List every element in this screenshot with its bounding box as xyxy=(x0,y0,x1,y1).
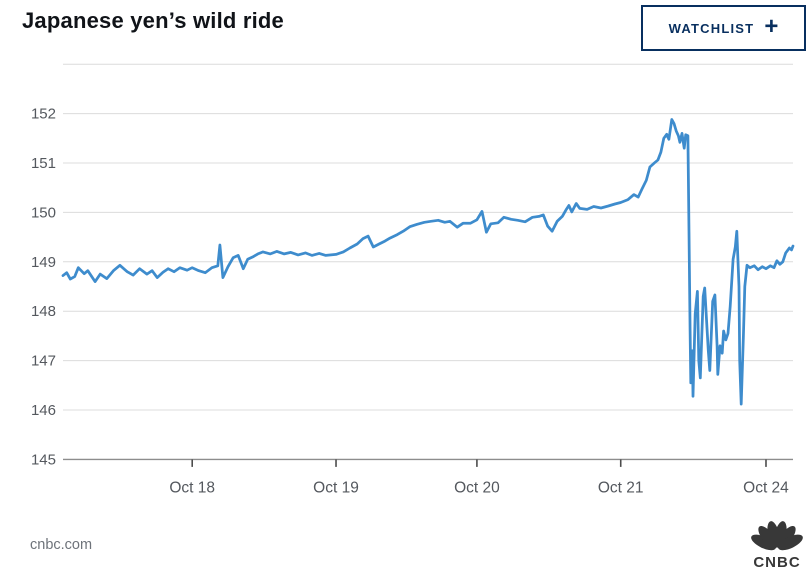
y-axis-label: 151 xyxy=(31,155,56,172)
price-line xyxy=(61,118,795,406)
y-axis-label: 147 xyxy=(31,353,56,370)
x-axis-label: Oct 20 xyxy=(454,479,500,496)
cnbc-logo: CNBC xyxy=(748,516,806,575)
source-attribution: cnbc.com xyxy=(30,537,93,553)
cnbc-wordmark: CNBC xyxy=(753,554,800,570)
page-title: Japanese yen’s wild ride xyxy=(22,8,284,33)
y-axis-label: 148 xyxy=(31,303,56,320)
y-axis-label: 152 xyxy=(31,106,56,123)
watchlist-button[interactable]: WATCHLIST + xyxy=(641,5,806,51)
peacock-icon: CNBC xyxy=(751,521,803,571)
x-axis-label: Oct 24 xyxy=(743,479,789,496)
x-axis-label: Oct 19 xyxy=(313,479,359,496)
y-axis-label: 145 xyxy=(31,451,56,468)
y-axis-label: 146 xyxy=(31,402,56,419)
y-axis-label: 149 xyxy=(31,254,56,271)
x-axis-label: Oct 18 xyxy=(169,479,215,496)
x-axis-label: Oct 21 xyxy=(598,479,644,496)
plus-icon: + xyxy=(764,13,779,40)
watchlist-button-label: WATCHLIST xyxy=(668,20,755,36)
y-axis-label: 150 xyxy=(31,204,56,221)
